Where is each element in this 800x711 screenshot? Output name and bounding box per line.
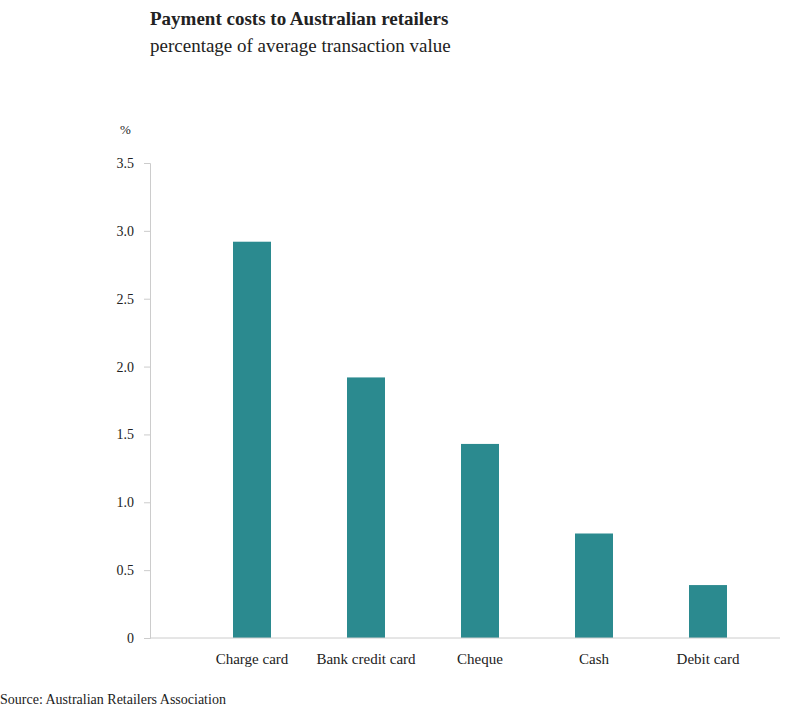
y-axis-label: % [120, 122, 131, 137]
y-tick: 0 [127, 631, 150, 646]
y-tick-label: 0.5 [117, 563, 135, 578]
y-tick-label: 1.0 [117, 495, 135, 510]
y-tick-mark [144, 299, 150, 300]
title: Payment costs to Australian retailers [150, 8, 448, 29]
baseline [150, 638, 780, 639]
bar [461, 444, 499, 638]
x-axis: Charge card Bank credit card Cheque Cash Deb… [216, 638, 740, 667]
x-tick: Debit card [677, 638, 740, 667]
y-axis-line [144, 164, 151, 639]
bar [575, 534, 613, 639]
x-tick-label: Bank credit card [316, 651, 416, 667]
y-tick: 3.5 [117, 156, 151, 171]
bars [233, 242, 727, 638]
bar [233, 242, 271, 638]
y-tick-mark [144, 502, 150, 503]
y-tick: 2.5 [117, 292, 151, 307]
bar [689, 585, 727, 638]
y-tick-mark [144, 163, 150, 164]
source: Source: Australian Retailers Association [0, 692, 226, 707]
subtitle: percentage of average transaction value [150, 35, 451, 56]
y-tick: 0.5 [117, 563, 151, 578]
chart: Payment costs to Australian retailers per… [0, 0, 800, 711]
y-tick-mark [144, 367, 150, 368]
y-tick-mark [144, 231, 150, 232]
y-tick-label: 3.0 [117, 224, 135, 239]
y-tick: 3.0 [117, 224, 151, 239]
x-tick: Cash [579, 638, 610, 667]
x-tick: Bank credit card [316, 638, 416, 667]
x-tick-label: Charge card [216, 651, 289, 667]
y-tick-label: 0 [127, 631, 134, 646]
x-tick-label: Cheque [457, 651, 503, 667]
y-tick-label: 2.5 [117, 292, 135, 307]
y-tick-mark [144, 570, 150, 571]
y-axis: 0 0.5 1.0 1.5 2.0 2.5 3.0 3.5 [117, 156, 151, 646]
y-tick-label: 3.5 [117, 156, 135, 171]
y-tick-label: 1.5 [117, 427, 135, 442]
y-tick: 2.0 [117, 360, 151, 375]
bar [347, 377, 385, 638]
y-tick-mark [144, 638, 150, 639]
x-tick: Cheque [457, 638, 503, 667]
y-tick: 1.0 [117, 495, 151, 510]
x-tick: Charge card [216, 638, 289, 667]
x-tick-label: Cash [579, 651, 610, 667]
x-tick-label: Debit card [677, 651, 740, 667]
y-tick: 1.5 [117, 427, 151, 442]
y-tick-label: 2.0 [117, 360, 135, 375]
y-tick-mark [144, 434, 150, 435]
